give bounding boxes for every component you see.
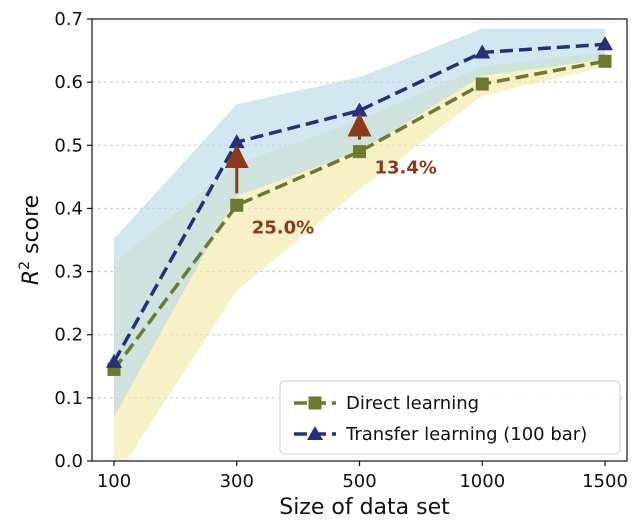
x-tick-label: 300 bbox=[220, 471, 254, 492]
y-tick-label: 0.6 bbox=[54, 72, 83, 93]
y-axis-symbol: R bbox=[19, 270, 44, 285]
legend-label: Transfer learning (100 bar) bbox=[345, 424, 587, 445]
x-tick-label: 100 bbox=[97, 471, 131, 492]
data-point bbox=[353, 145, 366, 159]
data-point bbox=[230, 198, 244, 212]
y-tick-label: 0.0 bbox=[54, 451, 83, 472]
legend: Direct learning Transfer learning (100 ba… bbox=[279, 380, 621, 455]
data-point bbox=[597, 36, 613, 51]
data-point bbox=[474, 44, 491, 59]
legend-label: Direct learning bbox=[346, 393, 479, 414]
x-tick-label: 1500 bbox=[582, 471, 628, 492]
data-point bbox=[106, 353, 122, 368]
y-axis-superscript: 2 bbox=[17, 261, 33, 270]
x-axis-title: Size of data set bbox=[279, 495, 450, 520]
legend-marker bbox=[307, 426, 323, 440]
x-tick-label: 500 bbox=[342, 471, 376, 492]
y-tick-label: 0.5 bbox=[54, 135, 83, 156]
improvement-label: 25.0% bbox=[252, 217, 314, 238]
y-axis-text: score bbox=[19, 195, 44, 261]
y-axis-title: R2 score bbox=[17, 195, 44, 285]
series-direct-learning bbox=[107, 54, 612, 376]
y-tick-label: 0.7 bbox=[54, 9, 83, 30]
legend-marker bbox=[308, 396, 322, 410]
improvement-label: 13.4% bbox=[375, 158, 437, 179]
y-tick-label: 0.1 bbox=[54, 388, 83, 409]
series-line bbox=[112, 59, 606, 371]
series-line bbox=[112, 42, 606, 363]
y-tick-label: 0.3 bbox=[54, 262, 83, 283]
y-tick-label: 0.2 bbox=[54, 325, 83, 346]
x-tick-label: 1000 bbox=[459, 471, 505, 492]
data-point bbox=[598, 54, 612, 68]
confidence-band bbox=[114, 28, 605, 417]
data-point bbox=[475, 77, 489, 91]
legend-box bbox=[279, 380, 621, 455]
y-tick-label: 0.4 bbox=[54, 198, 83, 219]
